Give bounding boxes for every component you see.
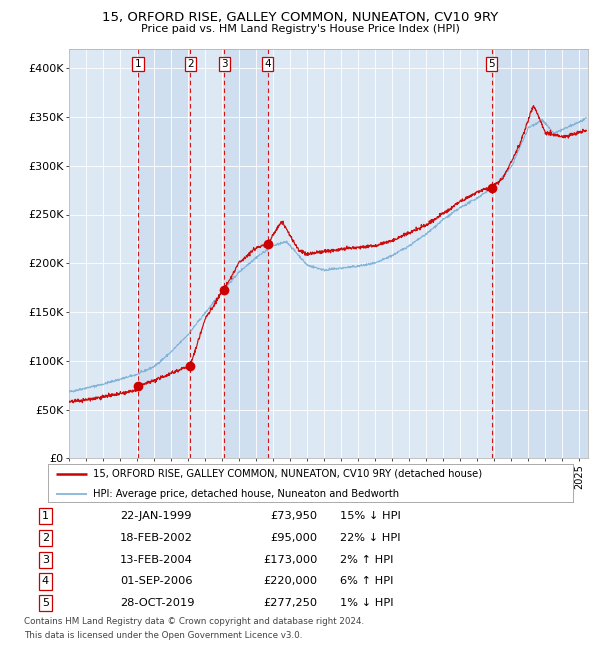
Text: 15% ↓ HPI: 15% ↓ HPI: [340, 511, 401, 521]
Bar: [138, 49, 190, 458]
Text: 1% ↓ HPI: 1% ↓ HPI: [340, 599, 394, 608]
Text: 18-FEB-2002: 18-FEB-2002: [120, 533, 193, 543]
Text: 01-SEP-2006: 01-SEP-2006: [120, 577, 193, 586]
Text: This data is licensed under the Open Government Licence v3.0.: This data is licensed under the Open Gov…: [24, 630, 302, 640]
Text: HPI: Average price, detached house, Nuneaton and Bedworth: HPI: Average price, detached house, Nune…: [92, 489, 399, 499]
Text: 6% ↑ HPI: 6% ↑ HPI: [340, 577, 394, 586]
Text: 13-FEB-2004: 13-FEB-2004: [120, 554, 193, 565]
Text: £277,250: £277,250: [263, 599, 317, 608]
Text: 22% ↓ HPI: 22% ↓ HPI: [340, 533, 400, 543]
Text: 22-JAN-1999: 22-JAN-1999: [120, 511, 191, 521]
Text: Price paid vs. HM Land Registry's House Price Index (HPI): Price paid vs. HM Land Registry's House …: [140, 24, 460, 34]
Text: £220,000: £220,000: [263, 577, 317, 586]
Text: 5: 5: [488, 59, 495, 69]
Text: 3: 3: [42, 554, 49, 565]
Text: 5: 5: [42, 599, 49, 608]
Bar: [491, 49, 588, 458]
Text: 1: 1: [135, 59, 142, 69]
Text: 15, ORFORD RISE, GALLEY COMMON, NUNEATON, CV10 9RY (detached house): 15, ORFORD RISE, GALLEY COMMON, NUNEATON…: [92, 469, 482, 479]
Text: £173,000: £173,000: [263, 554, 317, 565]
Text: 1: 1: [42, 511, 49, 521]
Text: 3: 3: [221, 59, 227, 69]
Text: 4: 4: [264, 59, 271, 69]
Text: £73,950: £73,950: [270, 511, 317, 521]
Text: 28-OCT-2019: 28-OCT-2019: [120, 599, 194, 608]
Text: 4: 4: [42, 577, 49, 586]
Text: Contains HM Land Registry data © Crown copyright and database right 2024.: Contains HM Land Registry data © Crown c…: [24, 618, 364, 627]
Text: 2% ↑ HPI: 2% ↑ HPI: [340, 554, 394, 565]
Text: 15, ORFORD RISE, GALLEY COMMON, NUNEATON, CV10 9RY: 15, ORFORD RISE, GALLEY COMMON, NUNEATON…: [102, 11, 498, 24]
Text: £95,000: £95,000: [270, 533, 317, 543]
Bar: [224, 49, 268, 458]
Text: 2: 2: [42, 533, 49, 543]
Text: 2: 2: [187, 59, 194, 69]
